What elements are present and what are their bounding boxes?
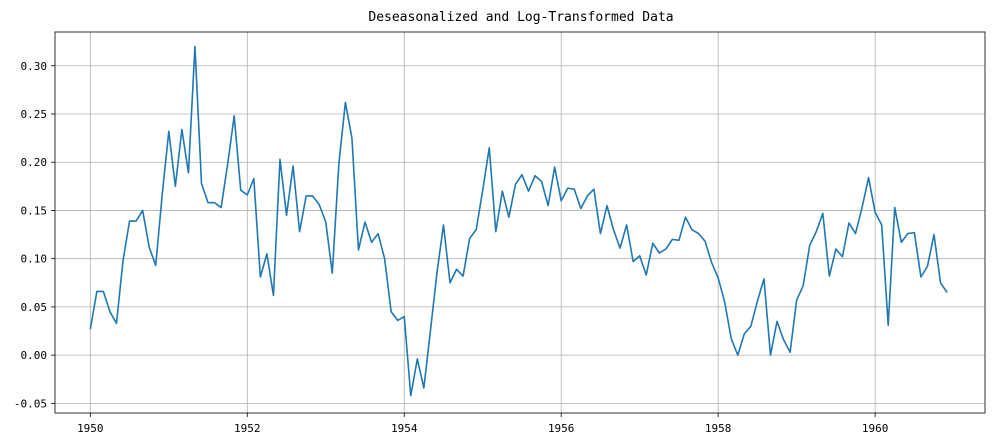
y-tick-label: 0.15 [21,204,48,217]
grid-lines [55,32,985,413]
y-tick-label: -0.05 [14,397,47,410]
y-tick-label: 0.10 [21,253,48,266]
y-tick-label: 0.00 [21,349,48,362]
series-layer [89,45,948,397]
x-tick-label: 1950 [77,422,104,435]
plot-frame [54,31,986,414]
y-tick-label: 0.20 [21,156,48,169]
x-tick-label: 1954 [391,422,418,435]
x-tick-label: 1960 [862,422,889,435]
y-tick-label: 0.25 [21,108,48,121]
y-tick-label: 0.30 [21,60,48,73]
x-tick-label: 1956 [548,422,575,435]
x-tick-label: 1952 [234,422,261,435]
series-line [89,45,948,397]
x-tick-label: 1958 [705,422,732,435]
chart-title: Deseasonalized and Log-Transformed Data [368,10,673,25]
y-tick-label: 0.05 [21,301,48,314]
axis-ticks: 1950 1952 1954 1956 1958 1960 -0.05 0.00 0.05 0.1… [14,60,889,435]
